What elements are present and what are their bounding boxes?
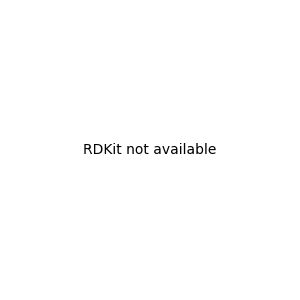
Text: RDKit not available: RDKit not available [83,143,217,157]
